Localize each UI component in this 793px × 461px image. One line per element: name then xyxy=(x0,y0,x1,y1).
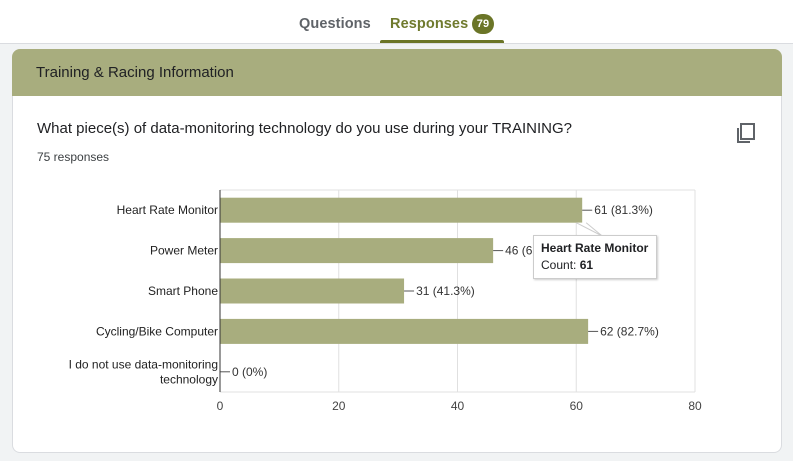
data-label: 31 (41.3%) xyxy=(416,284,475,298)
x-tick-label: 80 xyxy=(688,399,702,413)
active-tab-indicator xyxy=(380,40,504,43)
section-title: Training & Racing Information xyxy=(36,64,234,81)
bar xyxy=(220,197,583,223)
tab-responses-label: Responses xyxy=(390,16,469,32)
copy-icon[interactable] xyxy=(735,122,757,144)
tooltip-pointer xyxy=(575,222,603,237)
x-tick-label: 60 xyxy=(570,399,584,413)
tooltip-count: Count: 61 xyxy=(541,258,593,272)
category-label: Smart Phone xyxy=(148,284,218,298)
tab-responses[interactable]: Responses 79 xyxy=(380,0,504,43)
category-label: technology xyxy=(160,372,218,386)
top-tab-bar: Questions Responses 79 xyxy=(0,0,793,44)
category-label: I do not use data-monitoring xyxy=(69,357,218,371)
data-label: 61 (81.3%) xyxy=(594,203,653,217)
section-header: Training & Racing Information xyxy=(12,49,782,96)
category-label: Heart Rate Monitor xyxy=(117,203,218,217)
chart-tooltip: Heart Rate Monitor Count: 61 xyxy=(533,235,657,279)
x-tick-label: 40 xyxy=(451,399,465,413)
tooltip-title: Heart Rate Monitor xyxy=(541,241,649,255)
question-text: What piece(s) of data-monitoring technol… xyxy=(37,120,572,137)
bar xyxy=(220,318,589,344)
tooltip-count-value: 61 xyxy=(579,258,594,272)
bar xyxy=(220,238,494,264)
category-label: Power Meter xyxy=(150,244,218,258)
bar xyxy=(220,278,405,304)
data-label: 62 (82.7%) xyxy=(600,324,659,338)
category-label: Cycling/Bike Computer xyxy=(96,324,218,338)
data-label: 0 (0%) xyxy=(232,365,267,379)
responses-count-badge: 79 xyxy=(472,14,494,34)
tooltip-count-label: Count: xyxy=(541,258,577,272)
tab-questions[interactable]: Questions xyxy=(299,16,371,32)
x-tick-label: 20 xyxy=(332,399,346,413)
response-count: 75 responses xyxy=(37,150,110,164)
x-tick-label: 0 xyxy=(217,399,224,413)
